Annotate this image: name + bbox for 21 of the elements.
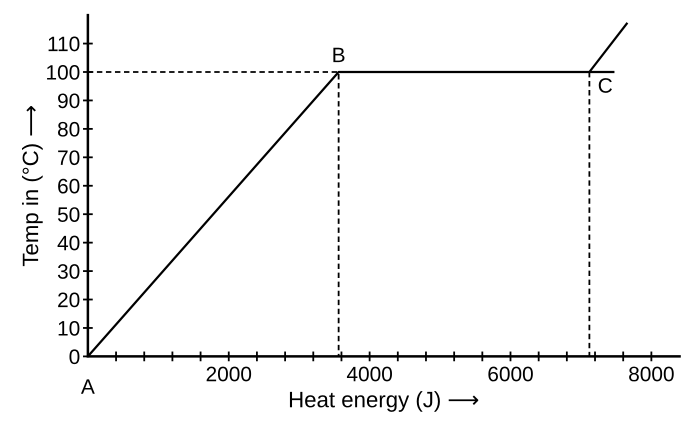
x-tick-label: 6000 <box>488 366 533 382</box>
y-tick-label: 100 <box>47 65 80 80</box>
annotation: C <box>598 78 612 93</box>
y-tick-label: 60 <box>58 178 80 194</box>
x-axis-title: Heat energy (J) ⟶ <box>290 391 478 412</box>
y-tick-label: 110 <box>48 36 80 52</box>
y-axis-title: Temp in (°C) ⟶ <box>22 106 43 266</box>
y-tick-label: 80 <box>58 122 80 137</box>
y-tick-label: 0 <box>69 349 80 364</box>
x-tick-label: 2000 <box>206 366 252 382</box>
y-tick-label: 70 <box>58 150 80 166</box>
x-tick-label: 4000 <box>346 366 392 382</box>
annotation: B <box>333 48 344 62</box>
y-tick-label: 20 <box>58 292 80 308</box>
x-tick-label: 8000 <box>629 366 674 382</box>
y-tick-label: 50 <box>58 207 80 222</box>
y-tick-label: 10 <box>58 320 80 336</box>
y-tick-label: 90 <box>58 93 80 108</box>
annotation: A <box>80 379 95 394</box>
y-tick-label: 40 <box>58 236 80 250</box>
y-tick-label: 30 <box>58 264 80 279</box>
